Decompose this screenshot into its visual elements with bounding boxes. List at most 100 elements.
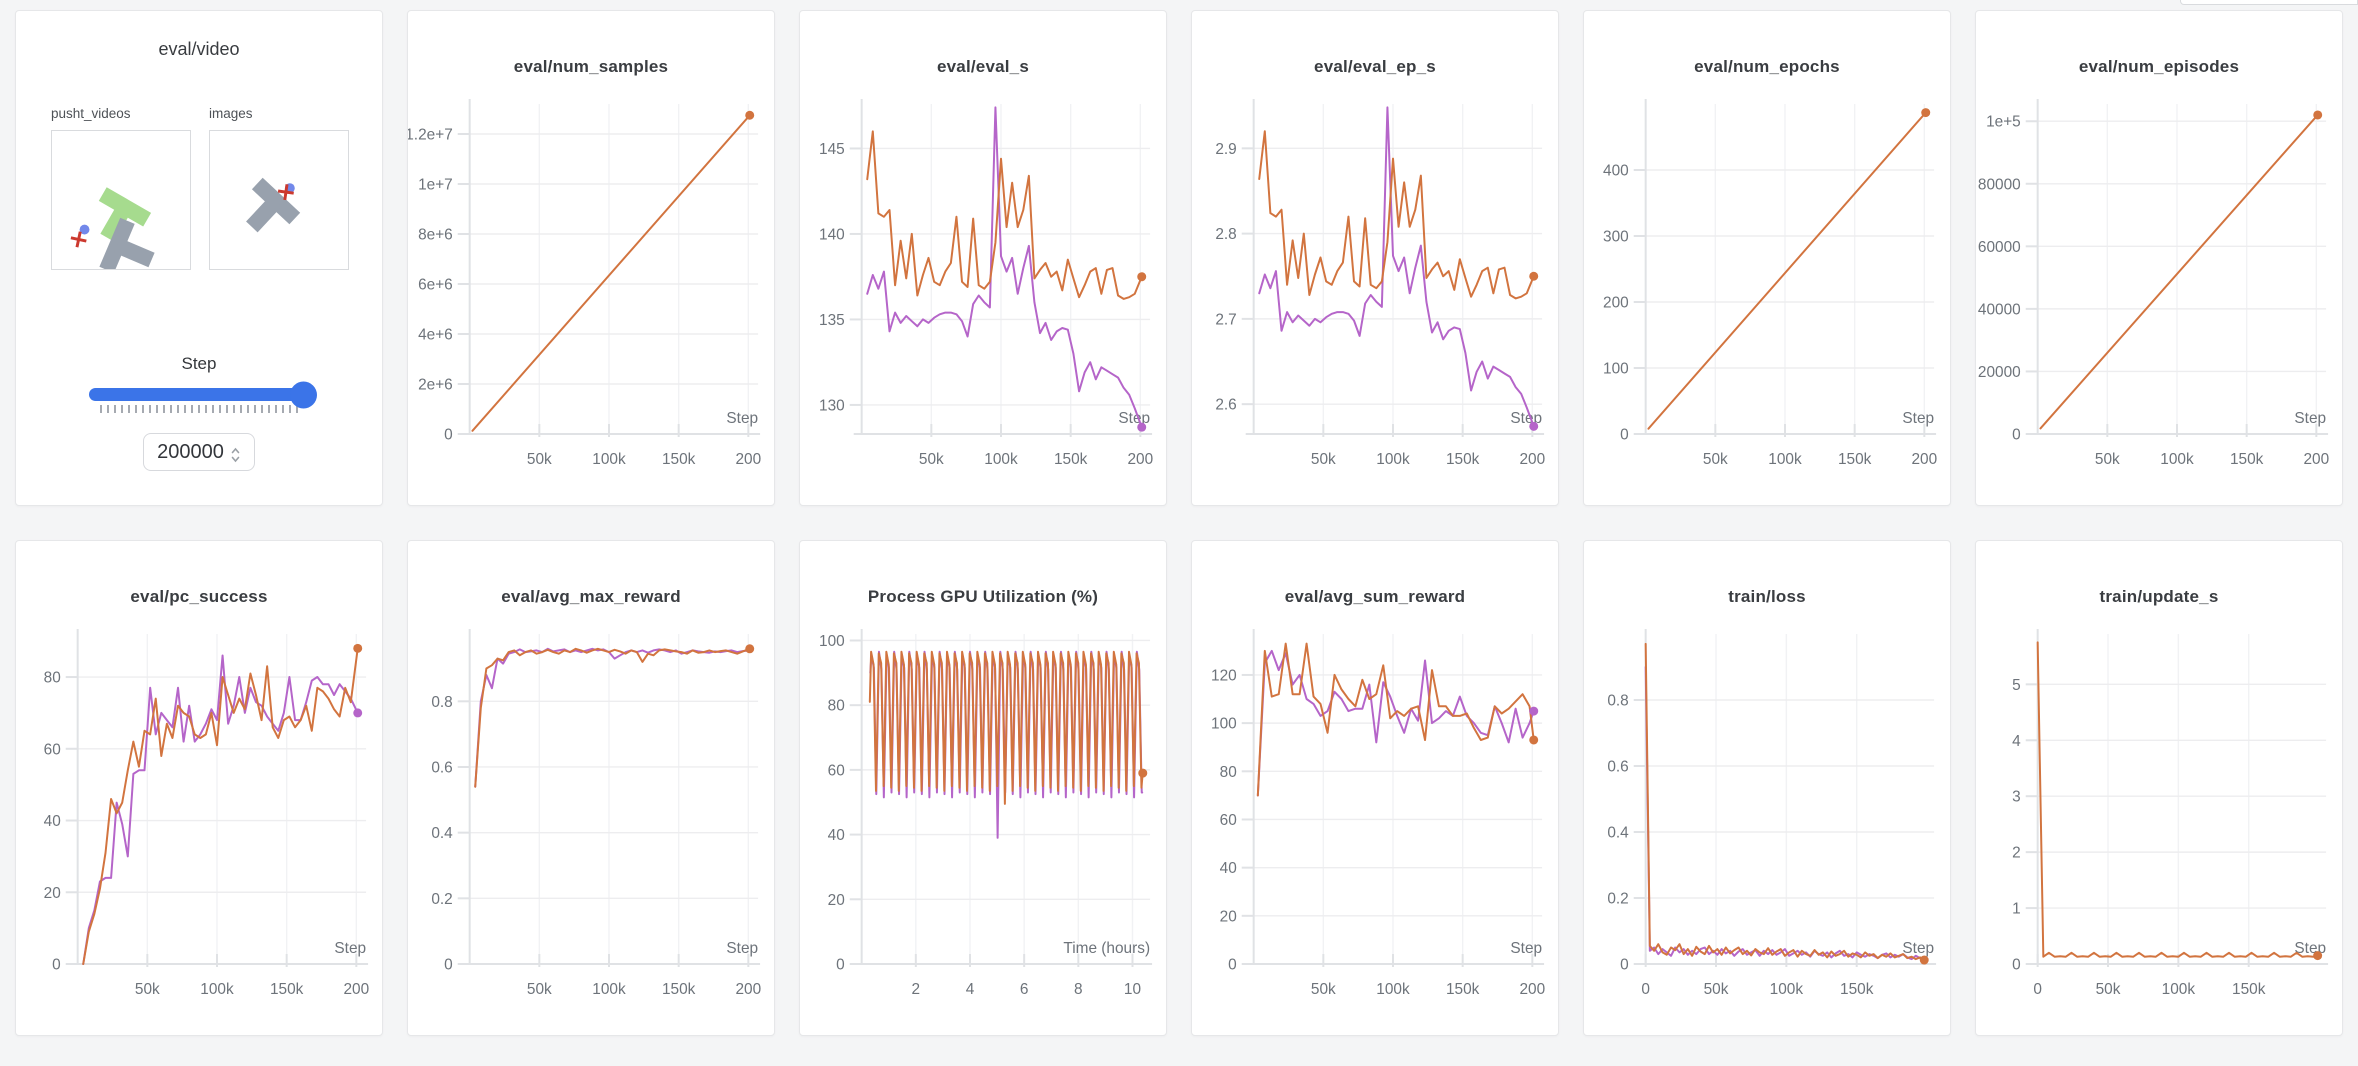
- media-key-label-pusht-videos: pusht_videos: [51, 106, 131, 121]
- y-tick-label: 60: [1220, 812, 1237, 829]
- train-loss-chart[interactable]: 0 50k 100k 150k 0 0.2 0.4 0.6 0.8 Step: [1584, 619, 1950, 1019]
- x-tick-label: 100k: [984, 451, 1018, 468]
- x-tick-label: 200: [735, 451, 761, 468]
- axes: [1633, 629, 1937, 967]
- panel-eval-avg-sum-reward[interactable]: eval/avg_sum_reward 50k 100k 150k 200 0 20 40 6…: [1191, 540, 1559, 1036]
- x-tick-label: 0: [2033, 981, 2042, 998]
- pusht-videos-thumbnail[interactable]: [51, 130, 191, 270]
- panel-train-update-s[interactable]: train/update_s 0 50k 100k 150k 0 1 2 3 4 5 Step: [1975, 540, 2343, 1036]
- x-tick-label: 200: [1127, 451, 1153, 468]
- chevron-up-icon[interactable]: [230, 446, 241, 464]
- x-tick-label: 150k: [1446, 981, 1480, 998]
- x-tick-label: 4: [966, 981, 975, 998]
- x-tick-label: 200: [735, 981, 761, 998]
- x-tick-label: 200: [1519, 981, 1545, 998]
- y-tick-label: 0.6: [1607, 758, 1628, 775]
- x-tick-label: 150k: [662, 451, 696, 468]
- stepper-icons[interactable]: [230, 446, 241, 462]
- y-tick-label: 145: [819, 141, 845, 158]
- series-orange-run: [1258, 130, 1535, 300]
- x-tick-label: 200: [2303, 451, 2329, 468]
- eval-avg-max-reward-chart[interactable]: 50k 100k 150k 200 0 0.2 0.4 0.6 0.8 Step: [408, 619, 774, 1019]
- y-tick-label: 400: [1603, 162, 1629, 179]
- y-tick-label: 100: [1211, 716, 1237, 733]
- panel-eval-avg-max-reward[interactable]: eval/avg_max_reward 50k 100k 150k 200 0 0.2 0.…: [407, 540, 775, 1036]
- x-axis-title: Step: [1118, 410, 1150, 427]
- y-tick-label: 0: [52, 956, 61, 973]
- end-marker-orange: [1919, 955, 1929, 965]
- y-tick-label: 0.6: [431, 759, 452, 776]
- panel-eval-video[interactable]: eval/video pusht_videos: [15, 10, 383, 506]
- images-thumbnail[interactable]: [209, 130, 349, 270]
- eval-num-episodes-chart[interactable]: 50k 100k 150k 200 0 20000 40000 60000 80000 1e+5 S…: [1976, 89, 2342, 489]
- x-tick-label: 100k: [2160, 451, 2194, 468]
- x-tick-label: 150k: [2232, 981, 2266, 998]
- series-orange-run: [1647, 111, 1927, 430]
- panel-eval-num-epochs[interactable]: eval/num_epochs 50k 100k 150k 200 0 100 200 300…: [1583, 10, 1951, 506]
- x-tick-label: 2: [912, 981, 921, 998]
- slider-track[interactable]: [89, 381, 317, 408]
- panel-train-loss[interactable]: train/loss 0 50k 100k 150k 0 0.2 0.4 0.6 0.8 Step: [1583, 540, 1951, 1036]
- panel-eval-pc-success[interactable]: eval/pc_success 50k 100k 150k 200 0 20 40 60 80 S…: [15, 540, 383, 1036]
- gridlines: [1645, 634, 1935, 964]
- y-tick-label: 80: [1220, 764, 1237, 781]
- gridlines: [2037, 104, 2327, 434]
- y-tick-label: 1e+7: [418, 176, 453, 193]
- step-slider[interactable]: [89, 381, 317, 413]
- chart-title: train/loss: [1728, 587, 1806, 606]
- series-orange-run: [1256, 642, 1535, 797]
- y-tick-label: 2.9: [1215, 141, 1236, 158]
- y-tick-label: 4: [2012, 733, 2021, 750]
- panel-gpu-utilization[interactable]: Process GPU Utilization (%) 2 4 6 8 10 0 20 40 6…: [799, 540, 1167, 1036]
- y-tick-label: 1.2e+7: [408, 126, 453, 143]
- y-tick-label: 40: [828, 827, 845, 844]
- end-marker-orange: [2313, 110, 2323, 120]
- eval-eval-s-chart[interactable]: 50k 100k 150k 200 130 135 140 145 Step: [800, 89, 1166, 489]
- series-orange-run: [1644, 642, 1926, 961]
- y-tick-label: 0.4: [1607, 824, 1629, 841]
- gridlines: [469, 104, 759, 434]
- y-tick-label: 140: [819, 226, 845, 243]
- x-tick-label: 50k: [527, 981, 552, 998]
- x-tick-label: 50k: [1703, 451, 1728, 468]
- x-tick-label: 50k: [1704, 981, 1729, 998]
- eval-pc-success-chart[interactable]: 50k 100k 150k 200 0 20 40 60 80 Step: [16, 619, 382, 1019]
- y-tick-label: 6e+6: [418, 276, 453, 293]
- y-tick-label: 4e+6: [418, 326, 453, 343]
- end-marker-orange: [1137, 272, 1147, 282]
- axes: [2025, 99, 2329, 437]
- gridlines: [1253, 634, 1543, 964]
- x-tick-label: 200: [1911, 451, 1937, 468]
- eval-num-samples-chart[interactable]: 50k 100k 150k 200 0 2e+6 4e+6 6e+6 8e+6 1e+7 1.2e+…: [408, 89, 774, 489]
- y-tick-label: 40: [44, 813, 61, 830]
- panel-eval-num-samples[interactable]: eval/num_samples 50k 100k 150k 200 0 2e+6 4e+6…: [407, 10, 775, 506]
- y-tick-label: 2: [2012, 845, 2021, 862]
- eval-num-epochs-chart[interactable]: 50k 100k 150k 200 0 100 200 300 400 Step: [1584, 89, 1950, 489]
- panel-eval-eval-ep-s[interactable]: eval/eval_ep_s 50k 100k 150k 200 2.6 2.7 2.8 2.…: [1191, 10, 1559, 506]
- x-tick-label: 50k: [1311, 981, 1336, 998]
- x-axis-title: Step: [726, 410, 758, 427]
- chart-title: eval/num_epochs: [1694, 57, 1840, 76]
- slider-handle[interactable]: [290, 381, 317, 408]
- x-tick-label: 100k: [1770, 981, 1804, 998]
- y-tick-label: 0.8: [1607, 692, 1628, 709]
- step-number-input[interactable]: 200000: [143, 433, 255, 471]
- images-scene-image: [246, 177, 301, 233]
- chart-title: eval/eval_ep_s: [1314, 57, 1436, 76]
- gridlines: [2037, 634, 2327, 964]
- y-tick-label: 5: [2012, 677, 2021, 694]
- series-orange-run: [868, 650, 1144, 805]
- axes: [849, 629, 1153, 967]
- gray-t-shape: [246, 177, 301, 233]
- y-tick-label: 130: [819, 397, 845, 414]
- panel-eval-eval-s[interactable]: eval/eval_s 50k 100k 150k 200 130 135 140 145 St…: [799, 10, 1167, 506]
- y-tick-label: 20: [828, 892, 845, 909]
- x-axis-title: Step: [1902, 940, 1934, 957]
- panel-eval-num-episodes[interactable]: eval/num_episodes 50k 100k 150k 200 0 20000 40…: [1975, 10, 2343, 506]
- y-tick-label: 0.2: [431, 891, 452, 908]
- x-tick-label: 150k: [1840, 981, 1874, 998]
- eval-avg-sum-reward-chart[interactable]: 50k 100k 150k 200 0 20 40 60 80 100 120 Step: [1192, 619, 1558, 1019]
